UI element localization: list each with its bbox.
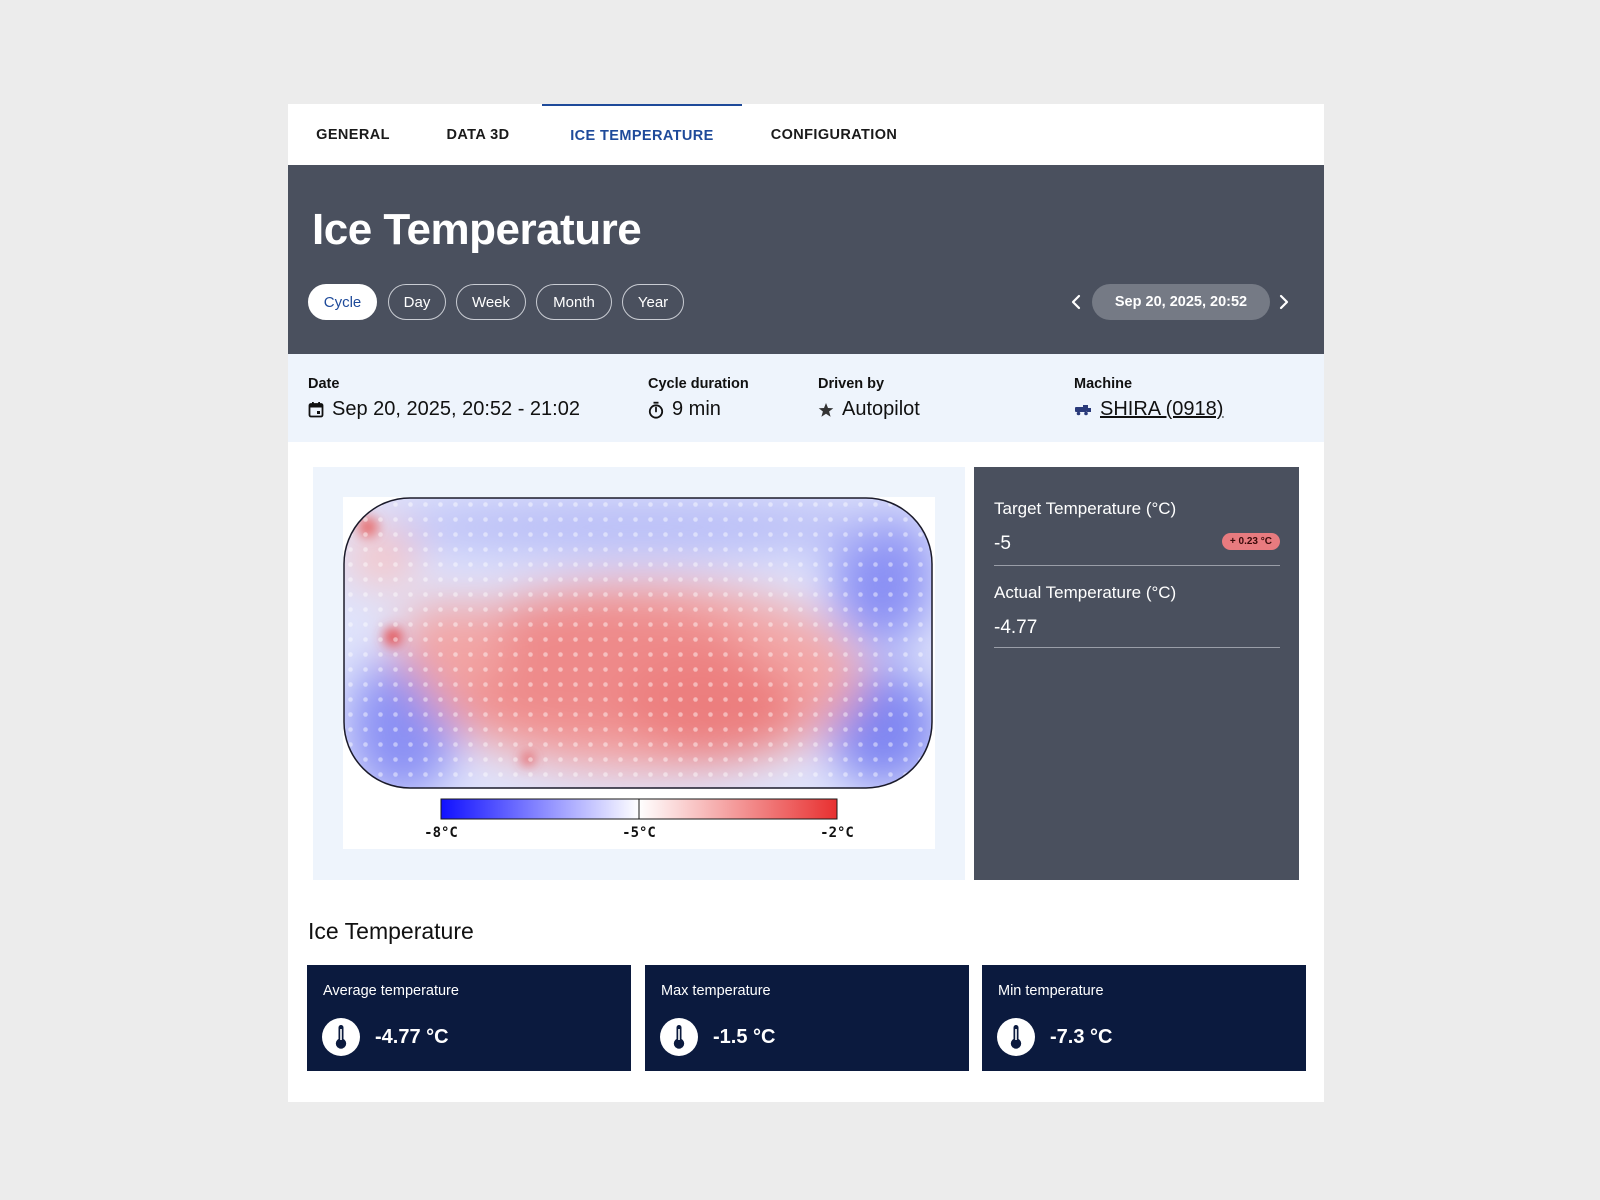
heatmap-panel: -8°C -5°C -2°C: [313, 467, 965, 880]
max-temperature-card: Max temperature -1.5 °C: [645, 965, 969, 1071]
previous-date-button[interactable]: [1064, 284, 1088, 320]
rink-surface: [344, 498, 932, 788]
next-date-button[interactable]: [1272, 284, 1296, 320]
average-temperature-card: Average temperature -4.77 °C: [307, 965, 631, 1071]
ice-heatmap: -8°C -5°C -2°C: [343, 497, 933, 841]
scale-mid-label: -5°C: [622, 825, 656, 841]
average-temperature-value: -4.77 °C: [375, 1026, 449, 1048]
driven-by-info: Driven by Autopilot: [818, 376, 920, 421]
period-day-button[interactable]: Day: [388, 284, 446, 320]
machine-link[interactable]: SHIRA (0918): [1100, 398, 1224, 420]
date-value: Sep 20, 2025, 20:52 - 21:02: [332, 398, 580, 420]
actual-temperature-label: Actual Temperature (°C): [994, 583, 1177, 602]
current-date-pill[interactable]: Sep 20, 2025, 20:52: [1092, 284, 1270, 320]
stats-section-title: Ice Temperature: [308, 918, 474, 944]
period-year-button[interactable]: Year: [622, 284, 684, 320]
star-icon: [818, 402, 834, 417]
period-week-button[interactable]: Week: [456, 284, 526, 320]
heatmap-container: -8°C -5°C -2°C: [343, 497, 935, 849]
scale-max-label: -2°C: [820, 825, 854, 841]
tab-bar: GENERAL DATA 3D ICE TEMPERATURE CONFIGUR…: [288, 104, 1324, 165]
ice-resurfacer-icon: [1075, 404, 1091, 415]
driven-by-value: Autopilot: [842, 398, 920, 420]
temperature-metrics-panel: Target Temperature (°C) -5 + 0.23 °C Act…: [974, 467, 1299, 880]
temperature-delta-badge: + 0.23 °C: [1221, 533, 1280, 550]
main-card: GENERAL DATA 3D ICE TEMPERATURE CONFIGUR…: [288, 104, 1324, 1102]
calendar-icon: [308, 402, 324, 418]
target-temperature-label: Target Temperature (°C): [994, 499, 1177, 518]
thermometer-icon: [660, 1018, 698, 1056]
actual-temperature-value: -4.77: [994, 617, 1038, 638]
page-header: Ice Temperature Cycle Day Week Month Yea…: [288, 165, 1324, 354]
machine-label: Machine: [1074, 376, 1133, 392]
min-temperature-label: Min temperature: [998, 983, 1104, 999]
period-cycle-button[interactable]: Cycle: [308, 284, 377, 320]
min-temperature-card: Min temperature -7.3 °C: [982, 965, 1306, 1071]
driven-by-label: Driven by: [818, 376, 885, 392]
tab-data-3d[interactable]: DATA 3D: [446, 126, 510, 143]
target-temperature-metric: Target Temperature (°C) -5 + 0.23 °C: [994, 499, 1280, 566]
period-month-button[interactable]: Month: [536, 284, 612, 320]
duration-info: Cycle duration 9 min: [648, 376, 749, 421]
actual-temperature-metric: Actual Temperature (°C) -4.77: [994, 583, 1280, 648]
max-temperature-value: -1.5 °C: [713, 1026, 776, 1048]
thermometer-icon: [997, 1018, 1035, 1056]
date-info: Date Sep 20, 2025, 20:52 - 21:02: [308, 376, 580, 421]
chevron-left-icon: [1071, 294, 1081, 310]
machine-info: Machine SHIRA (0918): [1074, 376, 1223, 421]
date-label: Date: [308, 376, 340, 392]
scale-min-label: -8°C: [424, 825, 458, 841]
page-title: Ice Temperature: [312, 205, 642, 254]
duration-value: 9 min: [672, 398, 721, 420]
duration-label: Cycle duration: [648, 376, 749, 392]
min-temperature-value: -7.3 °C: [1050, 1026, 1113, 1048]
max-temperature-label: Max temperature: [661, 983, 771, 999]
target-temperature-value: -5: [994, 533, 1011, 554]
tab-ice-temperature[interactable]: ICE TEMPERATURE: [542, 104, 742, 165]
thermometer-icon: [322, 1018, 360, 1056]
average-temperature-label: Average temperature: [323, 983, 459, 999]
cycle-info-bar: Date Sep 20, 2025, 20:52 - 21:02 Cycle d…: [288, 354, 1324, 442]
tab-configuration[interactable]: CONFIGURATION: [770, 126, 898, 143]
stopwatch-icon: [648, 401, 664, 419]
chevron-right-icon: [1279, 294, 1289, 310]
tab-general[interactable]: GENERAL: [316, 126, 390, 143]
rink-outline: [343, 497, 933, 789]
